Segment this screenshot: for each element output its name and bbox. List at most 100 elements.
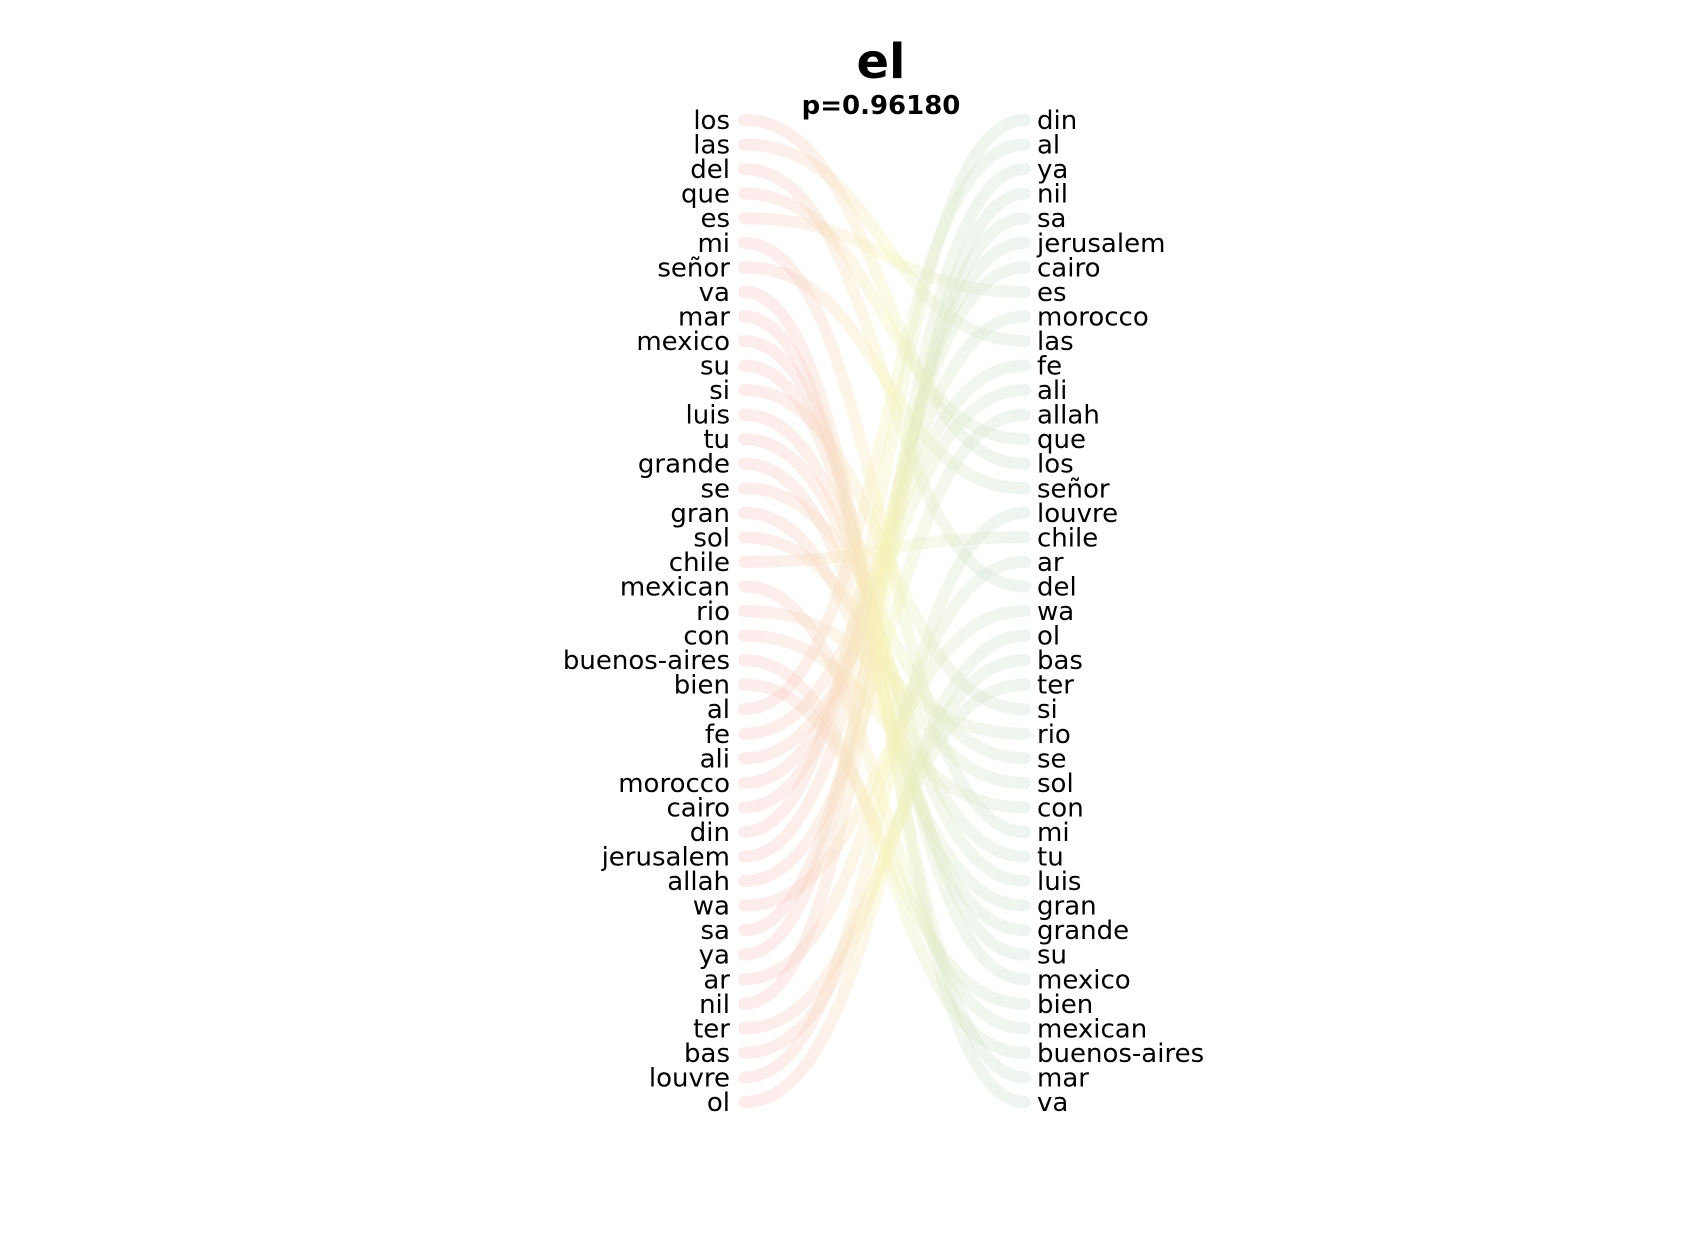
right-word: tu xyxy=(1037,843,1064,873)
right-word: chile xyxy=(1037,523,1098,553)
right-word: grande xyxy=(1037,916,1129,946)
left-word: mar xyxy=(678,302,730,332)
left-word: señor xyxy=(657,253,730,283)
right-word: ar xyxy=(1037,548,1064,578)
left-word: ya xyxy=(699,941,730,971)
alignment-link-din xyxy=(738,114,1031,838)
right-word: los xyxy=(1037,450,1074,480)
left-word: morocco xyxy=(618,769,730,799)
right-word: bas xyxy=(1037,646,1083,676)
alignment-link-que xyxy=(738,187,1031,446)
alignment-link-ya xyxy=(738,163,1031,961)
alignment-link-ol xyxy=(738,629,1031,1108)
right-word: su xyxy=(1037,941,1067,971)
left-word: wa xyxy=(693,892,730,922)
alignment-link-al xyxy=(738,138,1031,716)
right-word: allah xyxy=(1037,401,1100,431)
left-word: su xyxy=(700,352,730,382)
right-word: bien xyxy=(1037,990,1093,1020)
right-word: din xyxy=(1037,106,1077,136)
left-word: al xyxy=(707,695,730,725)
left-word: sol xyxy=(693,523,730,553)
left-word: cairo xyxy=(667,793,730,823)
right-word: se xyxy=(1037,744,1067,774)
left-word: din xyxy=(690,818,730,848)
left-word: nil xyxy=(699,990,730,1020)
left-word: bien xyxy=(674,671,730,701)
right-word: al xyxy=(1037,131,1060,161)
alignment-link-allah xyxy=(738,408,1031,888)
left-word: bas xyxy=(684,1039,730,1069)
left-word: las xyxy=(693,131,730,161)
right-word: las xyxy=(1037,327,1074,357)
left-word: rio xyxy=(696,597,730,627)
left-word: allah xyxy=(667,867,730,897)
left-word: jerusalem xyxy=(601,843,730,873)
right-word: rio xyxy=(1037,720,1071,750)
right-word: ali xyxy=(1037,376,1067,406)
right-word: morocco xyxy=(1037,302,1149,332)
left-word: ali xyxy=(700,744,730,774)
alignment-link-louvre xyxy=(738,506,1031,1084)
right-word: cairo xyxy=(1037,253,1100,283)
right-word: jerusalem xyxy=(1036,229,1165,259)
right-word: luis xyxy=(1037,867,1081,897)
left-word: fe xyxy=(705,720,730,750)
figure-title: el xyxy=(856,34,905,90)
figure-subtitle: p=0.96180 xyxy=(802,91,961,121)
left-word: si xyxy=(709,376,730,406)
alignment-links xyxy=(738,114,1031,1108)
alignment-link-rio xyxy=(738,605,1031,740)
right-word: fe xyxy=(1037,352,1062,382)
right-word: wa xyxy=(1037,597,1074,627)
right-word: que xyxy=(1037,425,1086,455)
right-word: con xyxy=(1037,793,1084,823)
left-word: ol xyxy=(707,1088,730,1118)
left-word: que xyxy=(681,180,730,210)
alignment-link-con xyxy=(738,629,1031,814)
right-word: louvre xyxy=(1037,499,1118,529)
right-word-column: dinalyanilsajerusalemcairoesmoroccolasfe… xyxy=(1036,106,1204,1118)
right-word: mexican xyxy=(1037,1014,1147,1044)
left-word: mexican xyxy=(620,572,730,602)
right-word: mi xyxy=(1037,818,1070,848)
alignment-link-nil xyxy=(738,187,1031,1010)
left-word: con xyxy=(683,622,730,652)
right-word: ya xyxy=(1037,155,1068,185)
right-word: ol xyxy=(1037,622,1060,652)
alignment-link-las xyxy=(738,138,1031,347)
right-word: del xyxy=(1037,572,1077,602)
left-word: buenos-aires xyxy=(563,646,730,676)
left-word: ter xyxy=(693,1014,730,1044)
right-word: sol xyxy=(1037,769,1074,799)
right-word: ter xyxy=(1037,671,1074,701)
right-word: mar xyxy=(1037,1063,1089,1093)
left-word: mexico xyxy=(636,327,730,357)
right-word: señor xyxy=(1037,474,1110,504)
right-word: sa xyxy=(1037,204,1066,234)
alignment-link-gran xyxy=(738,506,1031,912)
right-word: gran xyxy=(1037,892,1097,922)
right-word: si xyxy=(1037,695,1058,725)
right-word: buenos-aires xyxy=(1037,1039,1204,1069)
left-word: mi xyxy=(697,229,730,259)
left-word: del xyxy=(690,155,730,185)
right-word: nil xyxy=(1037,180,1068,210)
left-word: es xyxy=(700,204,730,234)
left-word: ar xyxy=(703,965,730,995)
left-word: se xyxy=(700,474,730,504)
right-word: va xyxy=(1037,1088,1068,1118)
left-word: luis xyxy=(686,401,730,431)
left-word-column: loslasdelqueesmiseñorvamarmexicosusiluis… xyxy=(563,106,730,1118)
left-word: sa xyxy=(701,916,730,946)
left-word: va xyxy=(699,278,730,308)
left-word: grande xyxy=(638,450,730,480)
left-word: los xyxy=(693,106,730,136)
left-word: gran xyxy=(670,499,730,529)
right-word: es xyxy=(1037,278,1067,308)
alignment-link-señor xyxy=(738,261,1031,495)
left-word: louvre xyxy=(649,1063,730,1093)
left-word: chile xyxy=(669,548,730,578)
right-word: mexico xyxy=(1037,965,1131,995)
